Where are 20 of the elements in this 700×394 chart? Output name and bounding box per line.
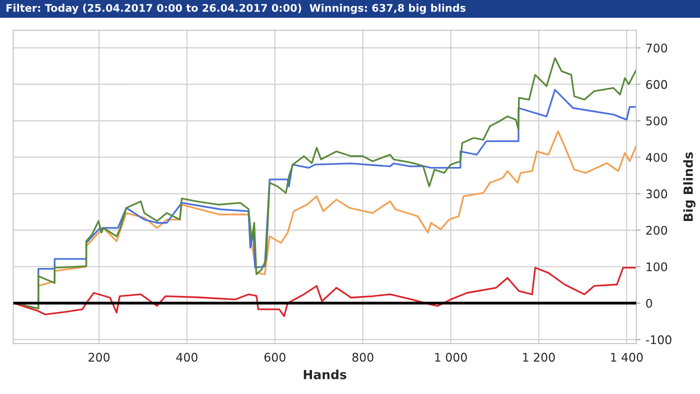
x-tick-label: 600 (264, 352, 286, 362)
x-tick-label: 400 (176, 352, 198, 362)
chart-title: Filter: Today (25.04.2017 0:00 to 26.04.2017 0:00) Winnings: 637,8 big blinds (6, 4, 466, 14)
line-series (13, 266, 636, 318)
y-tick-label: 200 (646, 226, 668, 235)
y-tick-label: 400 (646, 152, 668, 162)
x-tick-label: 1 000 (435, 352, 467, 362)
x-tick-label: 1 400 (611, 352, 643, 362)
y-tick-label: 700 (646, 44, 668, 52)
x-tick-label: 200 (88, 352, 110, 362)
y-tick-label: 0 (646, 298, 652, 308)
x-tick-label: 800 (352, 352, 374, 362)
y-axis-title: Big Blinds (683, 152, 696, 222)
x-tick-label: 1 200 (523, 352, 555, 362)
y-tick-label: 100 (646, 262, 668, 272)
y-tick-label: -100 (646, 335, 672, 344)
y-tick-label: 500 (646, 116, 668, 126)
x-axis-title: Hands (304, 370, 346, 380)
y-tick-label: 300 (646, 189, 668, 198)
y-tick-label: 600 (646, 80, 668, 89)
